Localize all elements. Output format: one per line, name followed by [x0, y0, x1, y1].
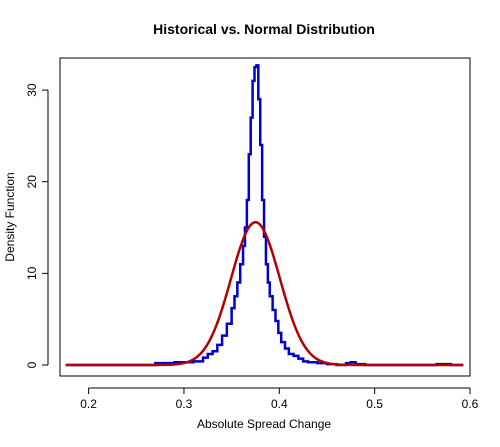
x-tick-label: 0.5: [366, 397, 383, 411]
x-tick-label: 0.3: [176, 397, 193, 411]
normal-density-curve: [65, 221, 464, 367]
y-tick-label: 0: [25, 361, 39, 368]
x-tick-label: 0.2: [80, 397, 97, 411]
x-tick-label: 0.4: [271, 397, 288, 411]
chart-title: Historical vs. Normal Distribution: [153, 21, 375, 37]
y-tick-label: 10: [25, 266, 39, 280]
x-axis: 0.2 0.3 0.4 0.5 0.6: [80, 387, 479, 411]
y-tick-label: 30: [25, 83, 39, 97]
plot-frame: [59, 57, 471, 377]
x-tick-label: 0.6: [462, 397, 479, 411]
y-axis: 0 10 20 30: [25, 83, 49, 368]
series-layer: [65, 64, 464, 367]
x-axis-label: Absolute Spread Change: [197, 417, 331, 431]
y-tick-label: 20: [25, 175, 39, 189]
historical-density-line: [65, 64, 464, 367]
y-axis-label: Density Function: [3, 172, 17, 261]
